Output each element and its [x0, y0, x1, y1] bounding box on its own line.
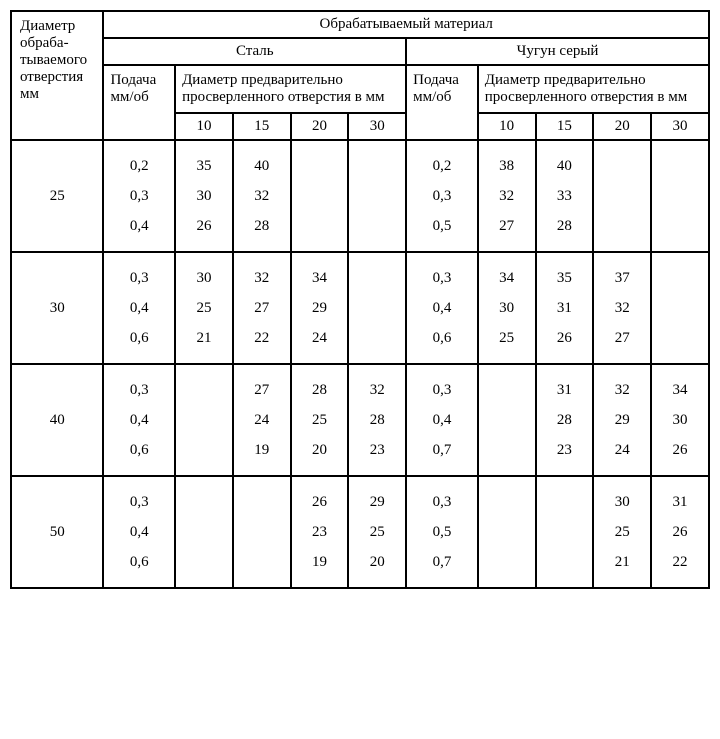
- diam-cell: 25: [11, 140, 103, 252]
- machining-table: Диаметр обраба-тываемого отверстия мм Об…: [10, 10, 710, 589]
- steel-d15-cell: 272419: [233, 364, 291, 476]
- header-row-1: Диаметр обраба-тываемого отверстия мм Об…: [11, 11, 709, 38]
- header-steel-d10: 10: [175, 113, 233, 140]
- steel-d10-cell: [175, 364, 233, 476]
- header-steel-d15: 15: [233, 113, 291, 140]
- steel-d30-cell: 292520: [348, 476, 406, 588]
- iron-d30-cell: 343026: [651, 364, 709, 476]
- iron-d15-cell: [536, 476, 594, 588]
- header-iron-d30: 30: [651, 113, 709, 140]
- iron-d20-cell: 373227: [593, 252, 651, 364]
- table-row: 300,30,40,63025213227223429240,30,40,634…: [11, 252, 709, 364]
- steel-d20-cell: 342924: [291, 252, 349, 364]
- iron-feed-cell: 0,20,30,5: [406, 140, 478, 252]
- iron-d15-cell: 312823: [536, 364, 594, 476]
- header-iron-feed: Подача мм/об: [406, 65, 478, 140]
- iron-d30-cell: [651, 140, 709, 252]
- steel-feed-cell: 0,30,40,6: [103, 252, 175, 364]
- table-row: 250,20,30,4353026403228 0,20,30,538322740…: [11, 140, 709, 252]
- iron-feed-cell: 0,30,40,6: [406, 252, 478, 364]
- header-diameter: Диаметр обраба-тываемого отверстия мм: [11, 11, 103, 140]
- steel-d20-cell: 262319: [291, 476, 349, 588]
- header-row-2: Сталь Чугун серый: [11, 38, 709, 65]
- steel-d15-cell: 403228: [233, 140, 291, 252]
- steel-d10-cell: 302521: [175, 252, 233, 364]
- header-iron-prehole: Диаметр предварительно просверленного от…: [478, 65, 709, 113]
- steel-d10-cell: 353026: [175, 140, 233, 252]
- steel-d30-cell: [348, 252, 406, 364]
- header-iron-d10: 10: [478, 113, 536, 140]
- header-steel-prehole: Диаметр предварительно просверленного от…: [175, 65, 406, 113]
- iron-d20-cell: [593, 140, 651, 252]
- diam-cell: 40: [11, 364, 103, 476]
- diam-cell: 50: [11, 476, 103, 588]
- steel-feed-cell: 0,30,40,6: [103, 364, 175, 476]
- header-steel-feed: Подача мм/об: [103, 65, 175, 140]
- header-steel: Сталь: [103, 38, 406, 65]
- steel-d10-cell: [175, 476, 233, 588]
- table-row: 500,30,40,6 2623192925200,30,50,7 30252131…: [11, 476, 709, 588]
- steel-feed-cell: 0,20,30,4: [103, 140, 175, 252]
- iron-d30-cell: [651, 252, 709, 364]
- iron-d20-cell: 322924: [593, 364, 651, 476]
- header-cast-iron: Чугун серый: [406, 38, 709, 65]
- iron-d10-cell: 343025: [478, 252, 536, 364]
- iron-d15-cell: 403328: [536, 140, 594, 252]
- header-iron-d15: 15: [536, 113, 594, 140]
- header-steel-d30: 30: [348, 113, 406, 140]
- steel-d20-cell: [291, 140, 349, 252]
- header-iron-d20: 20: [593, 113, 651, 140]
- steel-d15-cell: [233, 476, 291, 588]
- header-steel-d20: 20: [291, 113, 349, 140]
- header-row-3: Подача мм/об Диаметр предварительно прос…: [11, 65, 709, 113]
- iron-feed-cell: 0,30,50,7: [406, 476, 478, 588]
- table-row: 400,30,40,6 2724192825203228230,30,40,7 31…: [11, 364, 709, 476]
- steel-d30-cell: [348, 140, 406, 252]
- diam-cell: 30: [11, 252, 103, 364]
- iron-d20-cell: 302521: [593, 476, 651, 588]
- steel-d15-cell: 322722: [233, 252, 291, 364]
- steel-d20-cell: 282520: [291, 364, 349, 476]
- iron-d10-cell: [478, 364, 536, 476]
- steel-d30-cell: 322823: [348, 364, 406, 476]
- iron-d15-cell: 353126: [536, 252, 594, 364]
- header-material: Обрабатываемый материал: [103, 11, 709, 38]
- iron-d10-cell: 383227: [478, 140, 536, 252]
- iron-feed-cell: 0,30,40,7: [406, 364, 478, 476]
- steel-feed-cell: 0,30,40,6: [103, 476, 175, 588]
- iron-d30-cell: 312622: [651, 476, 709, 588]
- iron-d10-cell: [478, 476, 536, 588]
